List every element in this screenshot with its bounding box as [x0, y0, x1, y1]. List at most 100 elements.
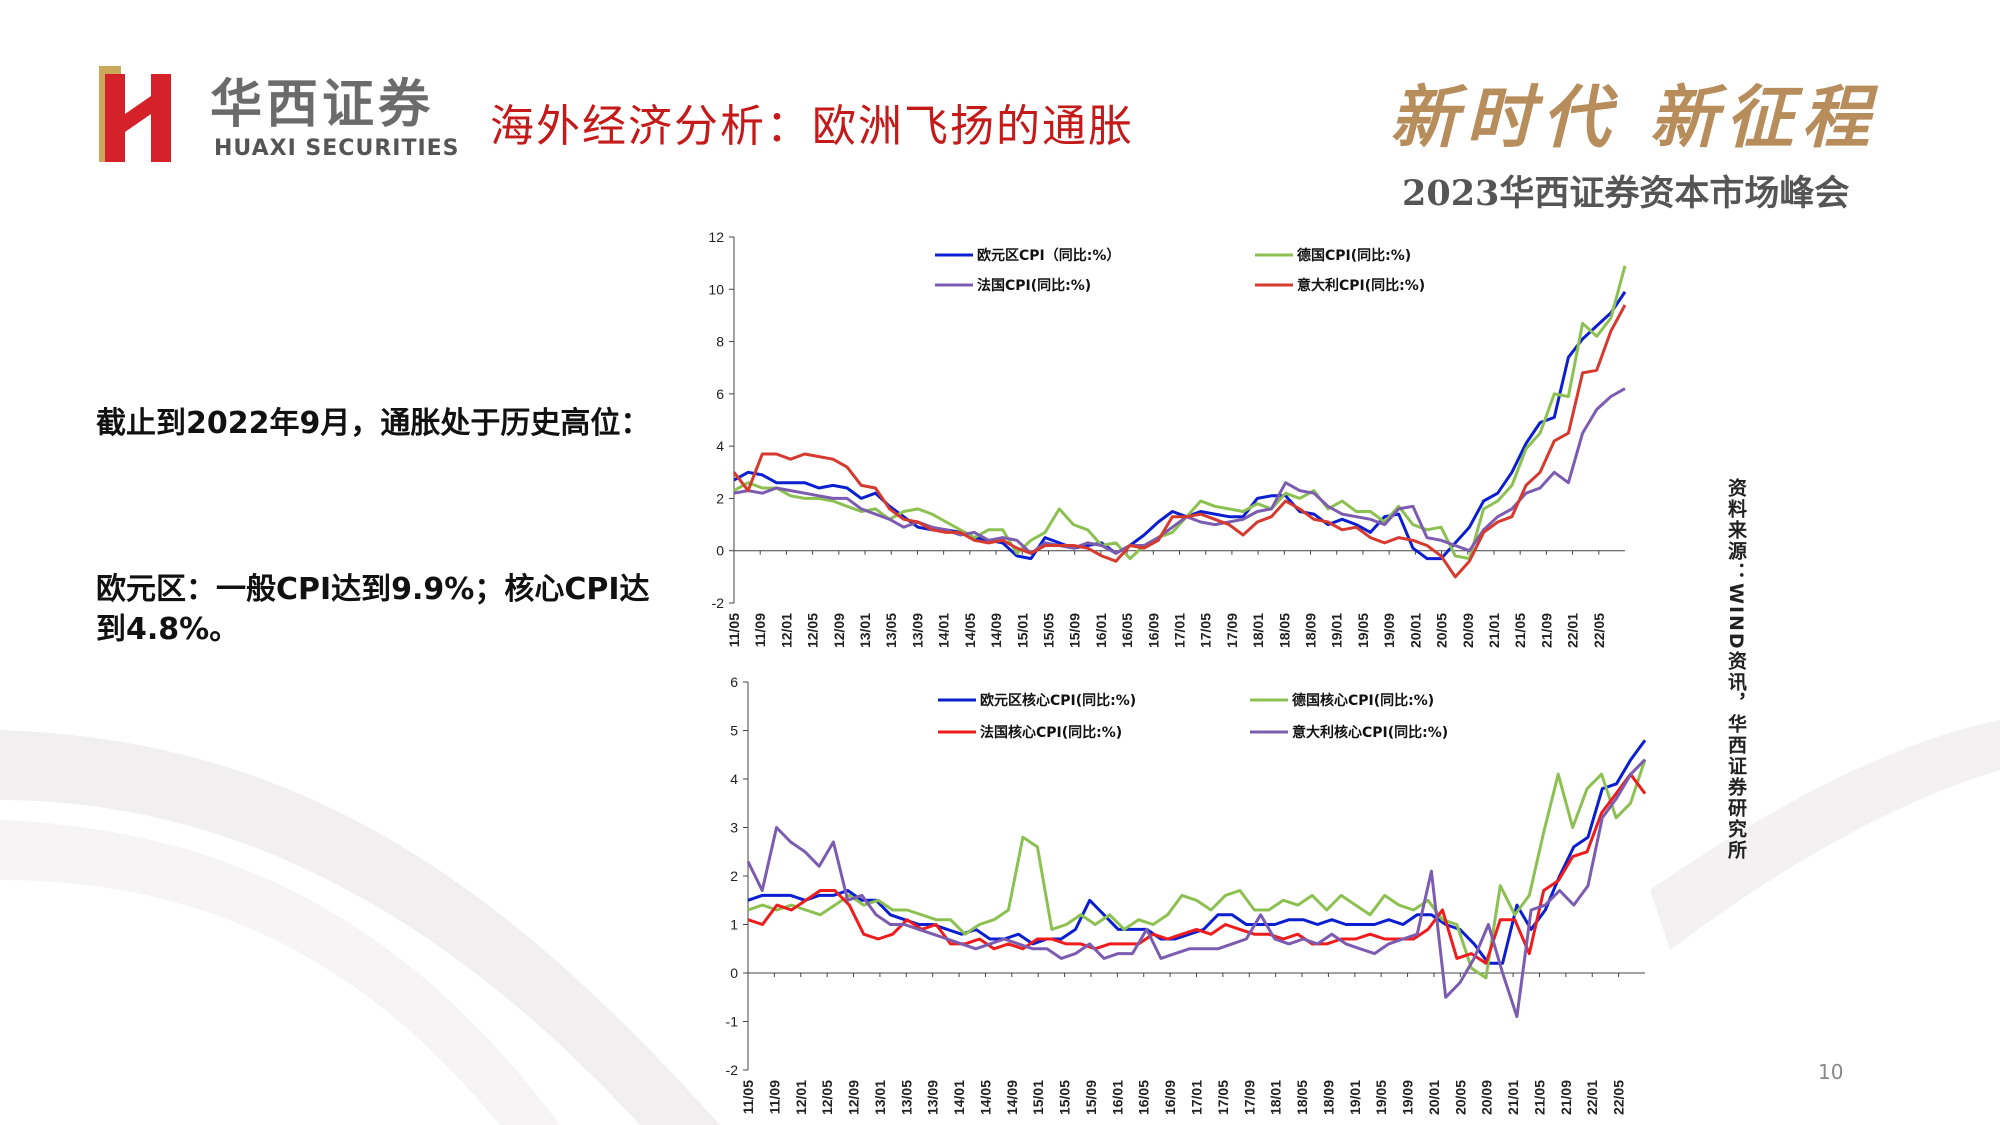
- series-line: [747, 739, 1647, 965]
- x-tick-label: 12/01: [793, 1080, 809, 1115]
- x-tick-label: 18/09: [1303, 613, 1319, 648]
- logo-text-en: HUAXI SECURITIES: [214, 136, 460, 161]
- series-line: [747, 759, 1647, 980]
- x-tick-label: 12/05: [819, 1080, 835, 1115]
- x-tick-label: 20/05: [1452, 1080, 1468, 1115]
- x-tick-label: 13/05: [898, 1080, 914, 1115]
- x-tick-label: 22/01: [1584, 1080, 1600, 1115]
- x-tick-label: 14/09: [1004, 1080, 1020, 1115]
- y-tick-label: 10: [708, 281, 724, 297]
- x-tick-label: 17/05: [1198, 613, 1214, 648]
- x-tick-label: 19/01: [1329, 613, 1345, 648]
- y-tick-label: 4: [716, 438, 724, 454]
- x-tick-label: 20/01: [1426, 1080, 1442, 1115]
- y-tick-label: -2: [712, 595, 725, 611]
- series-line: [747, 772, 1647, 965]
- x-tick-label: 19/05: [1373, 1080, 1389, 1115]
- slogan: 新时代 新征程: [1390, 78, 1878, 158]
- y-tick-label: 12: [708, 229, 724, 245]
- x-tick-label: 22/01: [1565, 613, 1581, 648]
- legend-label: 欧元区CPI（同比:%）: [977, 247, 1120, 264]
- source-note: 资料来源：WIND资讯，华西证券研究所: [1725, 478, 1747, 861]
- x-tick-label: 13/01: [872, 1080, 888, 1115]
- y-tick-label: 2: [716, 490, 724, 506]
- x-tick-label: 14/09: [988, 613, 1004, 648]
- x-tick-label: 15/09: [1067, 613, 1083, 648]
- x-tick-label: 21/09: [1558, 1080, 1574, 1115]
- x-tick-label: 18/01: [1268, 1080, 1284, 1115]
- y-tick-label: 3: [730, 820, 738, 836]
- x-tick-label: 21/05: [1531, 1080, 1547, 1115]
- x-tick-label: 16/01: [1093, 613, 1109, 648]
- x-tick-label: 20/01: [1407, 613, 1423, 648]
- y-tick-label: 5: [730, 723, 738, 739]
- x-tick-label: 15/09: [1083, 1080, 1099, 1115]
- y-tick-label: -1: [726, 1014, 739, 1030]
- y-tick-label: 1: [730, 917, 738, 933]
- x-tick-label: 21/01: [1505, 1080, 1521, 1115]
- x-tick-label: 13/05: [883, 613, 899, 648]
- legend-label: 法国核心CPI(同比:%): [980, 724, 1122, 741]
- x-tick-label: 13/09: [925, 1080, 941, 1115]
- series-line: [746, 758, 1647, 1019]
- logo-text-cn: 华西证券: [210, 75, 435, 135]
- x-tick-label: 17/01: [1172, 613, 1188, 648]
- x-tick-label: 19/09: [1381, 613, 1397, 648]
- x-tick-label: 18/01: [1250, 613, 1266, 648]
- huaxi-logo-mark: [99, 66, 171, 162]
- x-tick-label: 19/09: [1400, 1080, 1416, 1115]
- x-tick-label: 15/05: [1057, 1080, 1073, 1115]
- x-tick-label: 16/09: [1162, 1080, 1178, 1115]
- y-tick-label: 4: [730, 771, 738, 787]
- x-tick-label: 11/09: [752, 613, 768, 647]
- legend-label: 德国核心CPI(同比:%): [1292, 692, 1434, 709]
- x-tick-label: 20/09: [1479, 1080, 1495, 1115]
- y-tick-label: -2: [726, 1062, 739, 1078]
- y-tick-label: 8: [716, 334, 724, 350]
- series-line: [733, 387, 1626, 555]
- series-line: [733, 265, 1627, 561]
- x-tick-label: 18/05: [1294, 1080, 1310, 1115]
- x-tick-label: 20/09: [1460, 613, 1476, 648]
- y-tick-label: 6: [730, 674, 738, 690]
- x-tick-label: 11/05: [740, 1080, 756, 1114]
- y-tick-label: 0: [730, 965, 738, 981]
- legend-label: 意大利CPI(同比:%): [1297, 277, 1425, 294]
- summit-name: 2023华西证券资本市场峰会: [1402, 173, 1850, 214]
- page-number: 10: [1818, 1060, 1844, 1084]
- x-tick-label: 19/01: [1347, 1080, 1363, 1115]
- x-tick-label: 14/01: [951, 1080, 967, 1115]
- x-tick-label: 12/09: [831, 613, 847, 648]
- cpi-chart: 12 10 8 6 4 2 0 -211/05 11/09 12/01 12/05 12/09 13/0…: [708, 229, 1627, 648]
- x-tick-label: 12/09: [846, 1080, 862, 1115]
- x-tick-label: 22/05: [1611, 1080, 1627, 1115]
- x-tick-label: 18/05: [1276, 613, 1292, 648]
- summary-paragraph-1: 截止到2022年9月，通胀处于历史高位：: [96, 406, 651, 441]
- y-tick-label: 2: [730, 868, 738, 884]
- x-tick-label: 15/01: [1014, 613, 1030, 648]
- x-tick-label: 15/01: [1030, 1080, 1046, 1115]
- x-tick-label: 13/09: [909, 613, 925, 648]
- x-tick-label: 22/05: [1591, 613, 1607, 648]
- x-tick-label: 12/05: [805, 613, 821, 648]
- x-tick-label: 14/05: [977, 1080, 993, 1115]
- x-tick-label: 17/09: [1241, 1080, 1257, 1115]
- x-tick-label: 17/09: [1224, 613, 1240, 648]
- x-tick-label: 21/01: [1486, 613, 1502, 648]
- legend-label: 德国CPI(同比:%): [1297, 247, 1411, 264]
- x-tick-label: 18/09: [1320, 1080, 1336, 1115]
- x-tick-label: 17/05: [1215, 1080, 1231, 1115]
- legend-label: 法国CPI(同比:%): [977, 277, 1091, 294]
- x-tick-label: 17/01: [1189, 1080, 1205, 1115]
- x-tick-label: 11/09: [766, 1080, 782, 1114]
- series-line: [732, 304, 1627, 579]
- page-title: 海外经济分析：欧洲飞扬的通胀: [490, 101, 1134, 152]
- legend-label: 欧元区核心CPI(同比:%): [980, 692, 1136, 709]
- x-tick-label: 12/01: [778, 613, 794, 648]
- core-cpi-chart: 6 5 4 3 2 1 0 -1 -211/05 11/09 12/01 12/05 12/09 13/0…: [726, 674, 1647, 1115]
- x-tick-label: 16/05: [1136, 1080, 1152, 1115]
- x-tick-label: 16/01: [1109, 1080, 1125, 1115]
- summary-paragraph-2: 欧元区：一般CPI达到9.9%；核心CPI达到4.8%。: [96, 572, 650, 647]
- x-tick-label: 21/09: [1538, 613, 1554, 648]
